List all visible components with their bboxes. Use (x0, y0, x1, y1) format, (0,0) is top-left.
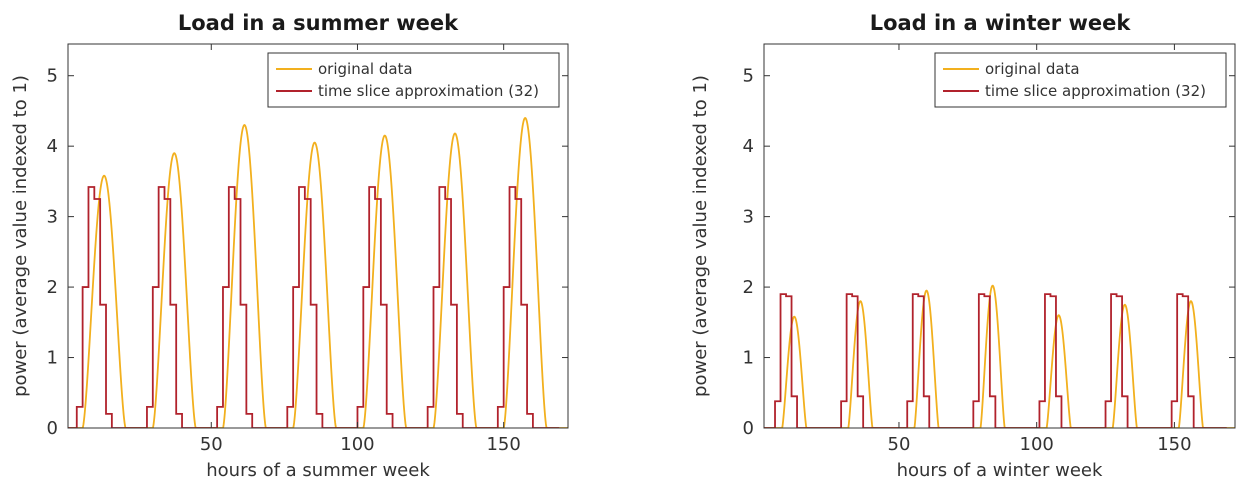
legend: original data time slice approximation (3… (267, 52, 560, 108)
chart-title: Load in a winter week (870, 11, 1132, 35)
y-tick-label: 5 (47, 66, 58, 87)
x-axis-label: hours of a winter week (897, 460, 1103, 479)
legend-label-approx: time slice approximation (32) (318, 82, 539, 100)
legend-label-original: original data (318, 60, 413, 78)
y-tick-label: 0 (743, 418, 754, 439)
plot-frame (67, 43, 569, 429)
y-axis-label: power (average value indexed to 1) (10, 75, 31, 397)
legend-label-original: original data (985, 60, 1080, 78)
x-tick-label: 50 (200, 434, 223, 455)
y-tick-label: 1 (743, 348, 754, 369)
x-axis-label: hours of a summer week (206, 460, 430, 479)
chart-panel-summer: Load in a summer week 0 1 2 3 4 5 50 100 150 hours… (10, 11, 569, 479)
y-tick-label: 4 (47, 136, 58, 157)
y-tick-label: 2 (743, 277, 754, 298)
y-tick-label: 4 (743, 136, 754, 157)
x-tick-label: 100 (340, 434, 374, 455)
chart-panel-winter: Load in a winter week 0 1 2 3 4 5 50 100 150 hours… (690, 11, 1236, 479)
x-tick-label: 50 (888, 434, 911, 455)
y-tick-label: 3 (47, 207, 58, 228)
y-tick-label: 2 (47, 277, 58, 298)
series-line-original-data (68, 116, 568, 428)
series-line-original-data (764, 284, 1235, 428)
legend-box (267, 52, 560, 108)
x-tick-label: 100 (1020, 434, 1054, 455)
plot-frame (763, 43, 1236, 429)
x-tick-label: 150 (1157, 434, 1191, 455)
y-tick-label: 1 (47, 348, 58, 369)
y-tick-label: 0 (47, 418, 58, 439)
x-tick-label: 150 (486, 434, 520, 455)
series-line-time-slice-approximation (764, 293, 1227, 428)
legend-box (934, 52, 1227, 108)
legend: original data time slice approximation (3… (934, 52, 1227, 108)
legend-label-approx: time slice approximation (32) (985, 82, 1206, 100)
y-axis-label: power (average value indexed to 1) (690, 75, 711, 397)
series-line-time-slice-approximation (68, 186, 560, 428)
chart-title: Load in a summer week (178, 11, 459, 35)
y-tick-label: 5 (743, 66, 754, 87)
y-tick-label: 3 (743, 207, 754, 228)
